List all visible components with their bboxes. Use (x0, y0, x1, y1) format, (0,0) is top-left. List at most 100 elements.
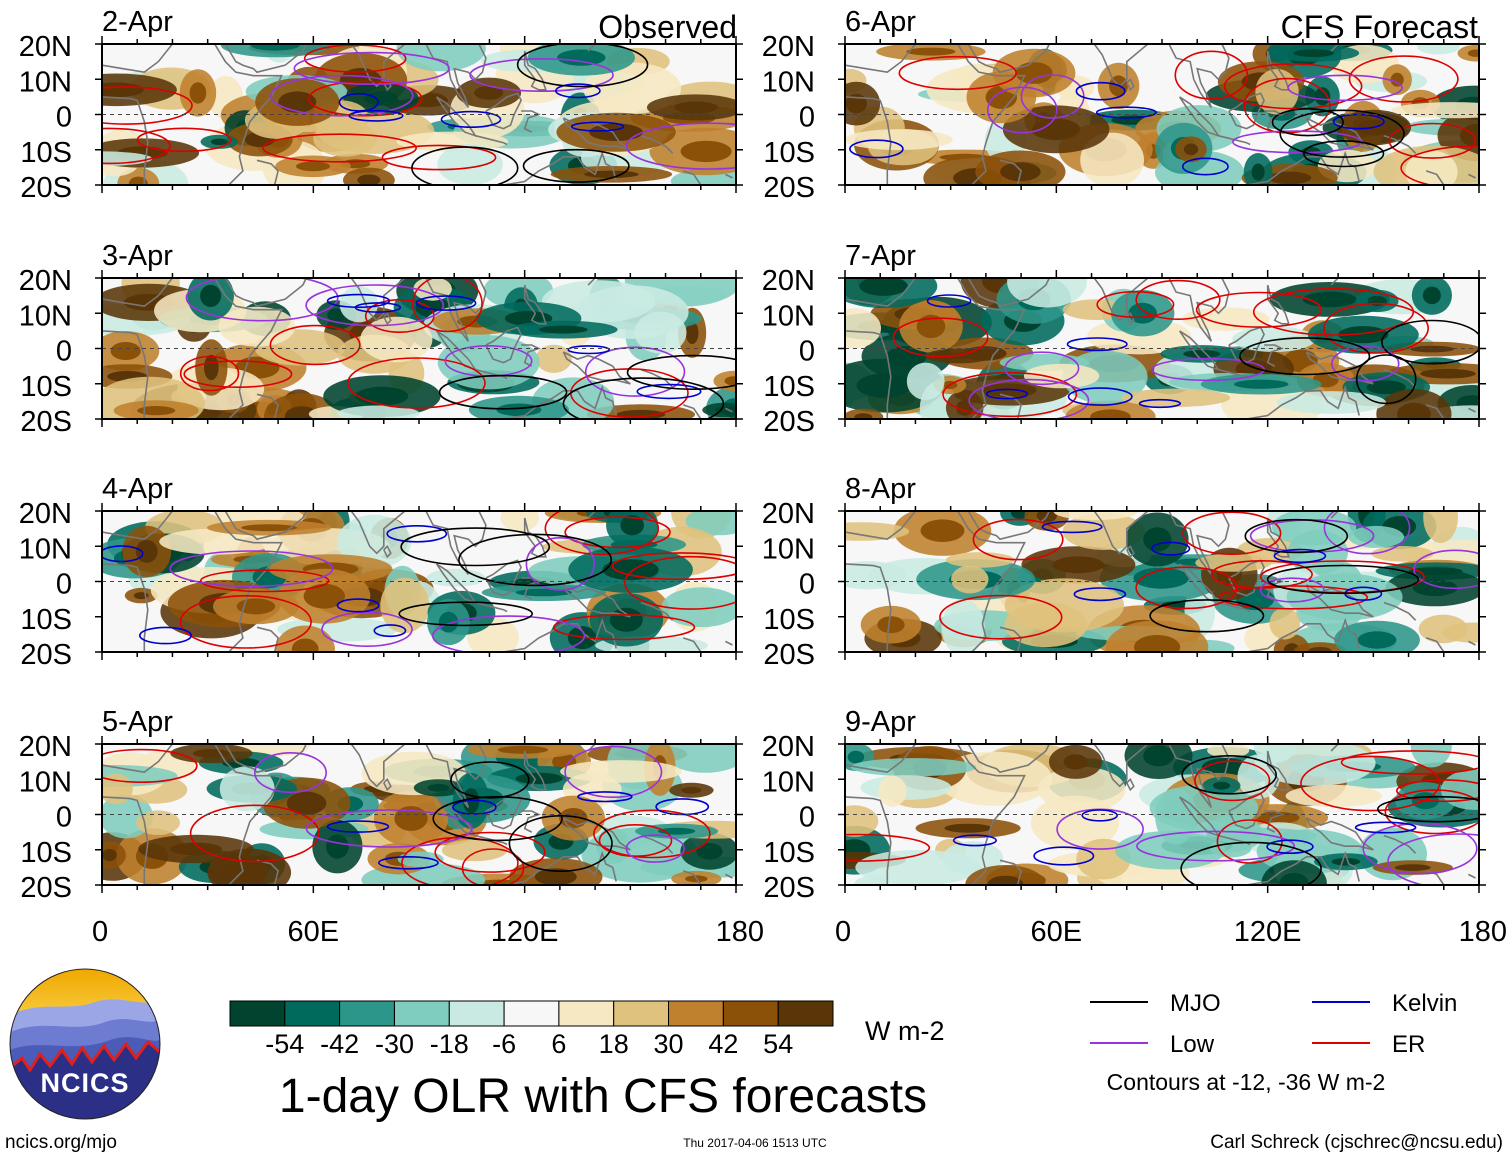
anomaly-core (696, 843, 723, 860)
coastline (682, 170, 702, 185)
coastline (503, 850, 617, 885)
olr-anomaly-field (845, 511, 1479, 652)
convective-anomaly (1440, 769, 1479, 810)
colorbar-swatch (558, 1000, 615, 1027)
y-tick-label: 10N (19, 300, 72, 332)
y-tick-label: 20N (762, 265, 815, 297)
anomaly-core (236, 598, 276, 615)
er-contour (412, 278, 483, 333)
coastline (1425, 637, 1445, 652)
coastline (334, 511, 406, 555)
coastline (1468, 873, 1476, 879)
anomaly-core (1366, 380, 1407, 395)
er-contour (1194, 760, 1271, 802)
er-contour (199, 569, 330, 593)
dry-anomaly (1004, 602, 1088, 648)
kelvin-contour (102, 545, 144, 563)
wave-contours (892, 279, 1479, 419)
anomaly-core (1143, 745, 1174, 767)
mjo-contour (1239, 337, 1371, 376)
coastline (334, 44, 406, 88)
convective-anomaly (426, 568, 486, 587)
coastline (1264, 344, 1284, 367)
low-contour (185, 278, 339, 322)
anomaly-core (724, 376, 736, 386)
kelvin-contour (952, 834, 998, 847)
er-contour (892, 317, 989, 358)
coastline (102, 96, 149, 185)
er-contour (1135, 279, 1221, 321)
kelvin-contour (1066, 337, 1128, 352)
coastline (845, 44, 917, 74)
low-contour (584, 346, 686, 397)
coastline (1330, 744, 1339, 752)
coastline (640, 601, 674, 621)
dry-anomaly (1285, 784, 1383, 808)
anomaly-core (474, 86, 504, 100)
anomaly-core (210, 138, 228, 145)
low-legend-label: Low (1170, 1031, 1215, 1058)
low-contour (1387, 833, 1479, 885)
anomaly-core (291, 638, 319, 652)
colorbar-swatch (284, 1000, 341, 1027)
y-tick-label: 0 (799, 802, 815, 834)
convective-anomaly (1115, 830, 1226, 870)
coastline (334, 278, 406, 322)
dry-anomaly (845, 805, 879, 837)
er-contour (624, 555, 736, 610)
olr-anomaly-field (845, 744, 1479, 885)
dry-anomaly (845, 522, 910, 541)
coastline (1305, 817, 1374, 851)
er-legend-label: ER (1392, 1031, 1425, 1058)
kelvin-contour (1041, 520, 1103, 534)
anomaly-core (1128, 302, 1157, 324)
kelvin-contour (386, 524, 448, 543)
convective-anomaly (437, 144, 503, 185)
kelvin-contour (336, 598, 380, 613)
kelvin-contour (577, 791, 633, 803)
y-tick-label: 0 (799, 102, 815, 134)
anomaly-core (1314, 87, 1331, 106)
coastline (562, 351, 631, 385)
coastline (845, 96, 892, 185)
mjo-contour (411, 146, 519, 185)
low-contour (269, 74, 414, 117)
y-tick-label: 20N (762, 498, 815, 530)
er-contour (1388, 122, 1477, 159)
kelvin-contour (440, 110, 502, 128)
anomaly-core (1052, 556, 1105, 574)
panel-date-label: 9-Apr (845, 706, 916, 738)
kelvin-contour (1266, 839, 1314, 855)
coastline (1468, 407, 1476, 413)
anomaly-core (1032, 118, 1081, 141)
y-tick-label: 10N (762, 766, 815, 798)
er-contour (1195, 291, 1322, 328)
y-tick-label: 20S (20, 639, 72, 671)
anomaly-core (250, 44, 300, 51)
coastline (102, 744, 174, 774)
coastline (485, 92, 522, 130)
coastline (845, 330, 892, 419)
er-contour (1218, 585, 1369, 610)
anomaly-core (1183, 349, 1221, 358)
coastline (999, 159, 1022, 185)
author-credit: Carl Schreck (cjschrec@ncsu.edu) (1210, 1132, 1503, 1153)
mjo-contour (400, 527, 551, 567)
panel-date-label: 6-Apr (845, 6, 916, 38)
er-contour (189, 804, 320, 863)
er-contour (1223, 63, 1363, 110)
x-tick-label: 180 (716, 916, 764, 948)
anomaly-core (877, 616, 905, 634)
anomaly-core (241, 524, 298, 532)
anomaly-core (1134, 635, 1181, 652)
x-tick-label: 180 (1459, 916, 1507, 948)
low-contour (968, 378, 1090, 419)
coastline (999, 393, 1022, 419)
anomaly-core (673, 101, 719, 114)
coastline (256, 859, 279, 885)
dry-anomaly (1405, 150, 1458, 185)
mjo-contour (1377, 795, 1479, 823)
er-contour (1348, 55, 1459, 103)
coastline (1468, 173, 1476, 179)
